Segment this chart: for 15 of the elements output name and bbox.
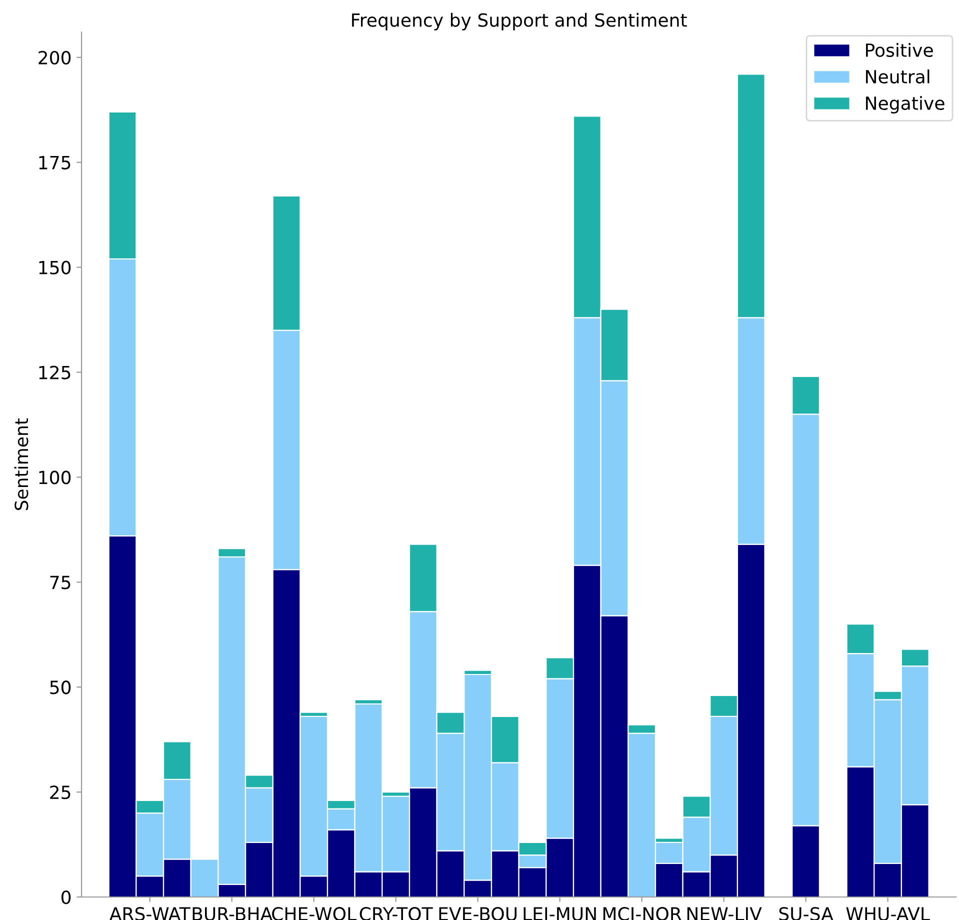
y-tick-label: 50 (50, 680, 71, 694)
y-tick-label: 150 (39, 260, 71, 274)
y-tick-label: 175 (39, 156, 70, 170)
chart-title: Frequency by Support and Sentiment (352, 12, 687, 30)
legend-label: Positive (866, 43, 933, 58)
y-tick-label: 100 (39, 470, 71, 484)
x-tick-label: NEW-LIV (687, 907, 762, 920)
legend-label: Neutral (866, 70, 930, 84)
y-tick-label: 200 (38, 50, 71, 65)
legend-label: Negative (866, 96, 944, 114)
y-axis-title: Sentiment (14, 418, 28, 510)
y-tick-label: 125 (39, 366, 70, 380)
y-tick-label: 25 (50, 786, 70, 800)
y-tick-label: 75 (50, 576, 70, 590)
y-tick-label: 0 (61, 890, 71, 904)
